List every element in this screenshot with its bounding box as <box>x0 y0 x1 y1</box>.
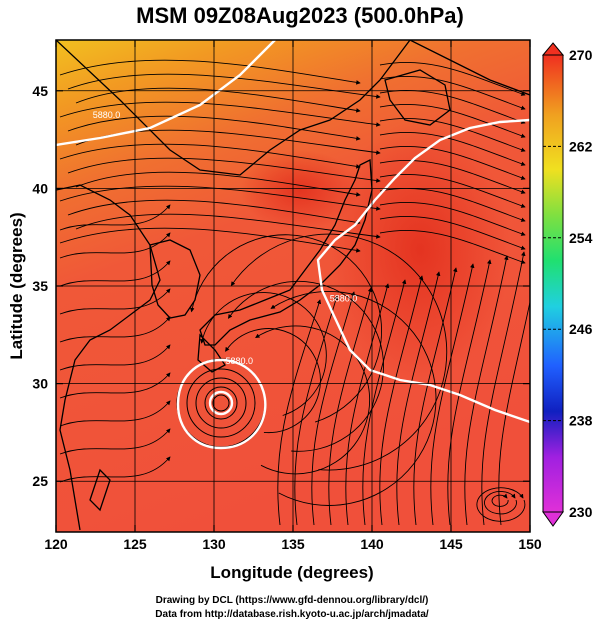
streamline <box>67 157 381 183</box>
y-axis-label: Latitude (degrees) <box>7 212 26 359</box>
contour-5880-core-inner <box>208 390 234 416</box>
contour-5880-north <box>56 40 276 147</box>
honshu <box>199 158 373 346</box>
streamline <box>59 372 171 399</box>
contour-label: 5880.0 <box>93 110 121 120</box>
streamline <box>59 456 171 483</box>
credit-data: Data from http://database.rish.kyoto-u.a… <box>155 609 429 620</box>
contour-labels: 5880.0 5880.0 5880.0 <box>93 110 358 366</box>
colorbar-ticks: 230 238 246 254 262 270 <box>543 47 593 520</box>
y-tick-label: 35 <box>32 278 48 294</box>
colorbar-tick-label: 246 <box>569 321 593 337</box>
y-axis: 25 30 35 40 45 <box>32 83 530 489</box>
streamline <box>464 255 509 526</box>
colorbar-tick-label: 270 <box>569 47 593 63</box>
streamline <box>59 143 361 169</box>
x-tick-label: 140 <box>360 536 384 552</box>
streamline <box>498 300 530 526</box>
streamline <box>59 344 171 371</box>
colorbar-min-arrow <box>542 511 564 527</box>
streamline <box>190 234 383 423</box>
streamline <box>476 487 526 522</box>
streamline <box>59 101 381 127</box>
streamline <box>430 263 475 526</box>
streamline <box>277 299 322 526</box>
taiwan <box>89 468 111 512</box>
korea-peninsula <box>149 239 201 319</box>
streamline <box>230 233 448 471</box>
warm-core-japan-sea <box>240 150 360 230</box>
streamline <box>59 185 381 211</box>
y-tick-label: 40 <box>32 180 48 196</box>
colorbar-tick-label: 230 <box>569 504 593 520</box>
x-tick-label: 120 <box>44 536 68 552</box>
x-tick-label: 130 <box>202 536 226 552</box>
streamline <box>75 213 381 239</box>
streamline <box>59 204 171 231</box>
credit-drawing: Drawing by DCL (https://www.gfd-dennou.o… <box>156 595 429 606</box>
streamline <box>225 328 321 434</box>
kyushu <box>197 333 226 373</box>
contour-5880-east <box>316 118 530 424</box>
streamline <box>59 227 361 253</box>
streamline <box>67 199 361 225</box>
gridlines <box>56 40 530 532</box>
streamline <box>396 271 441 526</box>
colorbar-tick-label: 262 <box>569 138 593 154</box>
streamline <box>75 87 361 113</box>
streamline <box>413 267 458 526</box>
streamline <box>67 115 361 141</box>
hokkaido <box>384 69 451 126</box>
geopotential-contours <box>56 40 530 450</box>
streamline <box>59 59 361 85</box>
streamline <box>328 287 373 526</box>
y-tick-label: 25 <box>32 473 48 489</box>
streamline <box>345 283 390 526</box>
streamline <box>379 275 424 526</box>
x-axis-label: Longitude (degrees) <box>210 563 373 582</box>
y-tick-label: 30 <box>32 376 48 392</box>
streamline <box>59 288 171 315</box>
contour-label: 5880.0 <box>226 356 254 366</box>
streamline <box>59 260 171 287</box>
x-tick-label: 145 <box>439 536 463 552</box>
streamline <box>255 325 371 475</box>
contour-5880-core-outer <box>176 358 267 450</box>
streamline <box>200 292 327 416</box>
warm-core-east <box>330 120 510 380</box>
streamline <box>59 428 171 455</box>
streamline <box>294 295 339 526</box>
kuril-coast <box>409 40 530 96</box>
streamline <box>311 291 356 526</box>
colorbar-tick-label: 254 <box>569 230 593 246</box>
streamline <box>59 316 171 343</box>
colorbar-bar <box>542 54 564 513</box>
contour-label: 5880.0 <box>330 294 358 304</box>
streamline <box>491 493 509 507</box>
x-tick-label: 135 <box>281 536 305 552</box>
streamline <box>59 400 171 427</box>
streamline <box>59 232 171 259</box>
streamline <box>481 251 526 526</box>
x-tick-label: 150 <box>518 536 542 552</box>
colorbar: 230 238 246 254 262 270 <box>541 42 593 527</box>
colorbar-tick-label: 238 <box>569 413 593 429</box>
china-coast <box>56 184 161 531</box>
x-axis: 120 125 130 135 140 145 150 <box>44 40 542 552</box>
x-tick-label: 125 <box>123 536 147 552</box>
colorbar-max-arrow <box>541 42 565 56</box>
streamline <box>484 491 517 515</box>
streamline <box>447 259 492 526</box>
chart-title: MSM 09Z08Aug2023 (500.0hPa) <box>136 3 464 28</box>
y-tick-label: 45 <box>32 83 48 99</box>
